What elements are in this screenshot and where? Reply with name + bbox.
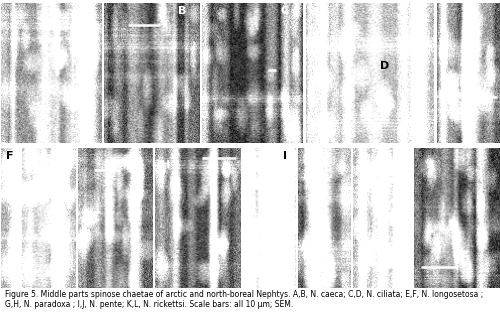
Text: E: E: [482, 82, 490, 92]
Text: J: J: [304, 151, 308, 161]
Text: G: G: [132, 151, 142, 161]
Text: L: L: [480, 151, 487, 161]
Text: F: F: [6, 151, 14, 161]
Text: H: H: [160, 160, 170, 169]
Text: I: I: [283, 151, 287, 161]
Text: Figure 5. Middle parts spinose chaetae of arctic and north-boreal Nephtys. A,B, : Figure 5. Middle parts spinose chaetae o…: [5, 290, 483, 309]
Text: K: K: [358, 151, 366, 161]
Text: C: C: [281, 6, 289, 16]
Text: B: B: [178, 6, 186, 16]
Text: A: A: [79, 6, 88, 16]
Text: D: D: [380, 61, 390, 71]
